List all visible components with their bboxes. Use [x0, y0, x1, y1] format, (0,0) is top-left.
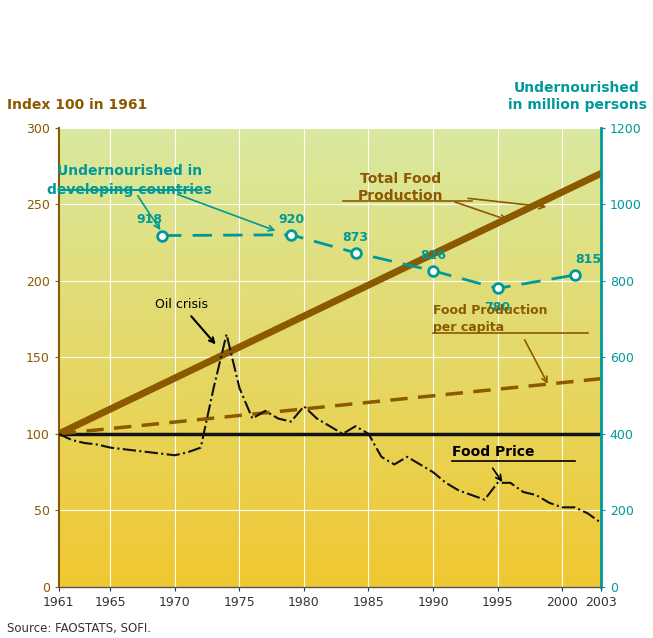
Text: Undernourished
in million persons: Undernourished in million persons	[507, 82, 646, 112]
Text: 873: 873	[343, 230, 368, 244]
Text: Undernourished in
developing countries: Undernourished in developing countries	[48, 165, 212, 197]
Text: 815: 815	[575, 253, 601, 266]
Text: Index 100 in 1961: Index 100 in 1961	[7, 98, 147, 112]
Text: 920: 920	[278, 212, 304, 226]
Text: 826: 826	[420, 249, 446, 262]
Text: Source: FAOSTATS, SOFI.: Source: FAOSTATS, SOFI.	[7, 622, 151, 635]
Text: Food Production
per capita: Food Production per capita	[433, 304, 547, 334]
Text: Food Price: Food Price	[453, 445, 535, 459]
Text: 780: 780	[485, 300, 511, 314]
Text: Oil crisis: Oil crisis	[155, 299, 214, 343]
Text: Total Food
Production: Total Food Production	[358, 172, 443, 203]
Text: 918: 918	[136, 213, 162, 226]
